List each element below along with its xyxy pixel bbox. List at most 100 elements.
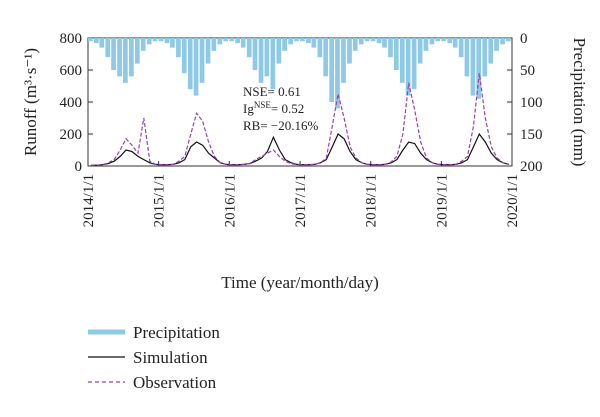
precipitation-bar	[452, 38, 458, 48]
precipitation-bar	[129, 38, 134, 77]
precipitation-bar	[347, 38, 352, 64]
precipitation-bar	[123, 38, 128, 83]
precipitation-bar	[140, 38, 146, 51]
y-tick-label: 200	[60, 127, 83, 143]
precipitation-bar	[117, 38, 122, 77]
precipitation-bar	[282, 38, 288, 51]
annotation-superscript: NSE	[254, 100, 272, 110]
precipitation-bar	[288, 38, 294, 45]
y-axis-label: Runoff (m³·s⁻¹)	[21, 48, 40, 156]
precipitation-bar	[264, 38, 270, 77]
y2-tick-label: 150	[520, 127, 543, 143]
x-axis-label: Time (year/month/day)	[221, 273, 379, 292]
precipitation-bar	[170, 38, 175, 48]
precipitation-bar	[417, 38, 423, 64]
precipitation-bar	[276, 38, 282, 64]
x-tick-label: 2018/1/1	[364, 174, 380, 227]
precipitation-bar	[429, 38, 435, 45]
precipitation-bar	[370, 38, 376, 42]
precipitation-bar	[382, 38, 387, 48]
precipitation-bar	[458, 38, 464, 58]
x-tick-label: 2016/1/1	[222, 174, 238, 227]
y2-tick-label: 100	[520, 95, 543, 111]
y-tick-label: 600	[60, 63, 83, 79]
precipitation-bar	[482, 38, 488, 77]
annotation: IgNSE= 0.52	[243, 100, 304, 116]
annotation-text: Ig	[243, 101, 254, 116]
precipitation-bar	[158, 38, 164, 42]
precipitation-bar	[205, 38, 211, 64]
precipitation-bar	[300, 38, 305, 42]
precipitation-bar	[252, 38, 258, 70]
precipitation-bar	[358, 38, 364, 45]
precipitation-bar	[488, 38, 494, 64]
precipitation-bar	[240, 38, 246, 48]
precipitation-bar	[88, 38, 93, 42]
precipitation-bar	[494, 38, 499, 51]
y-tick-label: 0	[75, 159, 83, 175]
precipitation-bar	[393, 38, 399, 70]
precipitation-bar	[376, 38, 382, 44]
precipitation-bar	[388, 38, 393, 58]
y-tick-label: 400	[60, 95, 83, 111]
precipitation-bar	[441, 38, 447, 42]
precipitation-bar	[105, 38, 111, 58]
precipitation-bar	[317, 38, 323, 58]
precipitation-bar	[311, 38, 317, 48]
annotation-text: = 0.52	[271, 101, 304, 116]
y-tick-label: 800	[60, 31, 83, 47]
precipitation-bar	[235, 38, 240, 44]
x-tick-label: 2017/1/1	[293, 174, 309, 227]
precipitation-bar	[99, 38, 105, 48]
annotation: NSE= 0.61	[243, 84, 301, 99]
precipitation-bar	[335, 38, 340, 109]
precipitation-bar	[294, 38, 299, 42]
precipitation-bar	[329, 38, 335, 102]
precipitation-bar	[176, 38, 181, 58]
precipitation-bar	[352, 38, 358, 51]
legend-label: Observation	[133, 373, 217, 392]
precipitation-bar	[464, 38, 470, 77]
precipitation-bar	[146, 38, 152, 45]
y2-tick-label: 0	[520, 31, 528, 47]
precipitation-bar	[470, 38, 476, 96]
precipitation-bar	[506, 38, 511, 42]
precipitation-bar	[341, 38, 346, 83]
precipitation-bar	[223, 38, 228, 42]
y2-axis-label: Precipitation (mm)	[570, 38, 589, 167]
precipitation-bar	[135, 38, 140, 64]
precipitation-bar	[405, 38, 411, 96]
precipitation-bar	[258, 38, 264, 83]
x-tick-label: 2015/1/1	[152, 174, 168, 227]
precipitation-bar	[476, 38, 482, 99]
precipitation-bar	[217, 38, 223, 45]
annotation: RB= −20.16%	[243, 118, 319, 133]
legend-label: Simulation	[133, 348, 208, 367]
precipitation-bar	[423, 38, 429, 51]
precipitation-bar	[399, 38, 405, 83]
precipitation-bar	[411, 38, 417, 90]
y2-tick-label: 50	[520, 63, 535, 79]
simulation-line	[90, 132, 510, 166]
precipitation-bar	[93, 38, 99, 44]
x-tick-label: 2019/1/1	[434, 174, 450, 227]
precipitation-bar	[229, 38, 234, 42]
precipitation-bar	[181, 38, 187, 74]
x-tick-label: 2014/1/1	[81, 174, 97, 227]
legend-label: Precipitation	[133, 323, 220, 342]
precipitation-bar	[199, 38, 205, 83]
precipitation-bar	[435, 38, 441, 42]
precipitation-bar	[323, 38, 329, 77]
precipitation-bar	[246, 38, 252, 58]
precipitation-bar	[306, 38, 311, 44]
precipitation-bar	[364, 38, 370, 42]
precipitation-bar	[447, 38, 453, 44]
precipitation-bar	[152, 38, 158, 42]
precipitation-bar	[187, 38, 193, 90]
precipitation-bar	[211, 38, 217, 51]
precipitation-bar	[193, 38, 199, 96]
x-tick-label: 2020/1/1	[505, 174, 521, 227]
precipitation-bar	[270, 38, 276, 90]
precipitation-bar	[500, 38, 505, 45]
